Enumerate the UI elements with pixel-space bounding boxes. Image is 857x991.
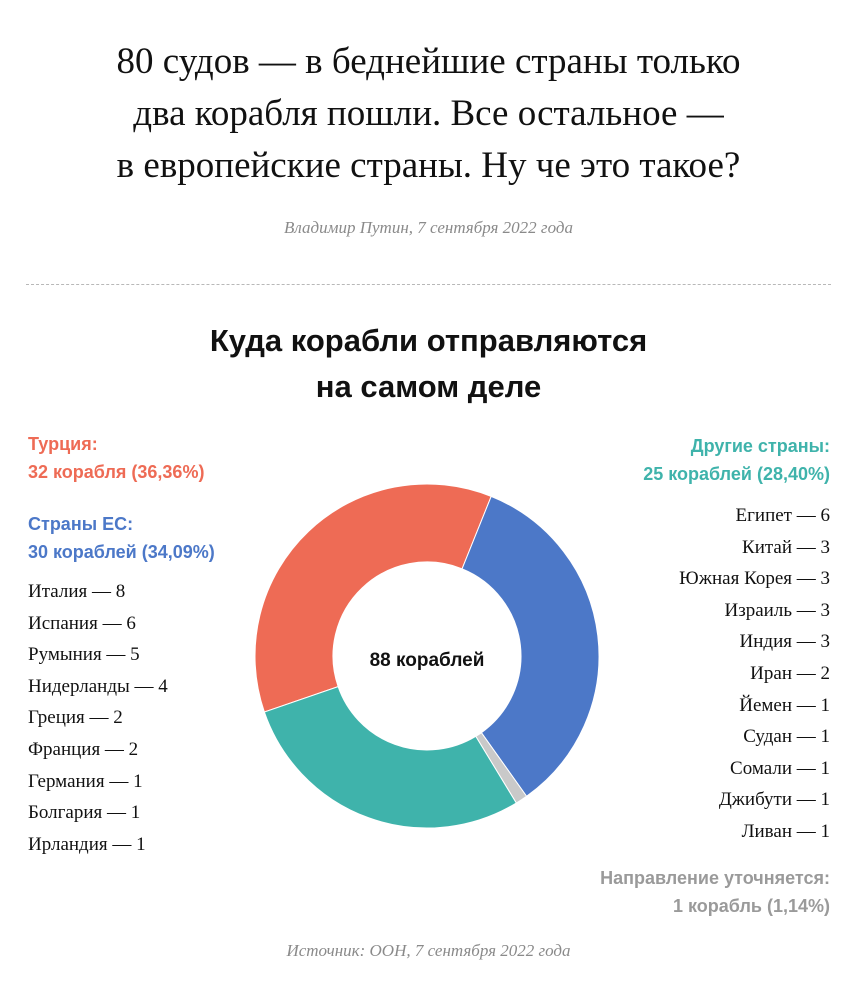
donut-slice-eu xyxy=(461,495,600,797)
other-label: Другие страны: 25 кораблей (28,40%) xyxy=(643,432,830,488)
other-name: Другие страны: xyxy=(690,436,830,456)
country-item: Джибути — 1 xyxy=(718,789,830,811)
donut-slices xyxy=(254,483,600,829)
eu-country-list: Италия — 8 Испания — 6 Румыния — 5 Нидерлан… xyxy=(28,576,168,860)
country-item: Сомали — 1 xyxy=(730,757,830,779)
country-item: Ливан — 1 xyxy=(741,820,830,842)
unknown-name: Направление уточняется: xyxy=(600,868,830,888)
source: Источник: ООН, 7 сентября 2022 года xyxy=(286,941,571,960)
unknown-label: Направление уточняется: 1 корабль (1,14%… xyxy=(600,864,830,920)
quote-line: 80 судов — в беднейшие страны только xyxy=(116,41,741,82)
unknown-count: 1 корабль (1,14%) xyxy=(673,896,830,916)
eu-name: Страны ЕС: xyxy=(28,514,134,534)
other-count: 25 кораблей (28,40%) xyxy=(643,464,830,484)
country-item: Ирландия — 1 xyxy=(28,833,146,855)
donut-center-label: 88 кораблей xyxy=(370,650,485,671)
chart-title-line: Куда корабли отправляются xyxy=(209,323,648,358)
country-item: Йемен — 1 xyxy=(739,694,830,716)
country-item: Китай — 3 xyxy=(742,536,830,558)
quote: 80 судов — в беднейшие страны только два… xyxy=(0,36,857,192)
turkey-count: 32 корабля (36,36%) xyxy=(28,462,205,482)
eu-label: Страны ЕС: 30 кораблей (34,09%) xyxy=(28,510,215,566)
turkey-label: Турция: 32 корабля (36,36%) xyxy=(28,430,204,486)
country-item: Франция — 2 xyxy=(28,738,139,760)
country-item: Италия — 8 xyxy=(28,581,126,602)
other-country-list: Египет — 6 Китай — 3 Южная Корея — 3 Израил… xyxy=(679,500,830,848)
eu-count: 30 кораблей (34,09%) xyxy=(28,542,215,562)
divider xyxy=(26,284,831,285)
country-item: Египет — 6 xyxy=(735,505,830,526)
chart-title: Куда корабли отправляются на самом деле xyxy=(0,318,857,410)
chart-title-line: на самом деле xyxy=(315,369,542,404)
donut-slice-turkey xyxy=(254,483,492,713)
country-item: Болгария — 1 xyxy=(28,802,141,824)
turkey-name: Турция: xyxy=(28,434,98,454)
country-item: Судан — 1 xyxy=(743,726,830,748)
quote-line: в европейские страны. Ну че это такое? xyxy=(116,145,741,186)
country-item: Индия — 3 xyxy=(739,631,830,653)
country-item: Испания — 6 xyxy=(28,612,136,634)
quote-line: два корабля пошли. Все остальное — xyxy=(133,93,724,134)
country-item: Румыния — 5 xyxy=(28,644,140,666)
country-item: Южная Корея — 3 xyxy=(679,568,830,590)
country-item: Иран — 2 xyxy=(750,662,830,684)
country-item: Греция — 2 xyxy=(28,707,123,729)
country-item: Израиль — 3 xyxy=(724,599,830,621)
donut-slice-other xyxy=(263,685,517,829)
country-item: Германия — 1 xyxy=(28,770,143,792)
country-item: Нидерланды — 4 xyxy=(28,675,168,697)
quote-attribution: Владимир Путин, 7 сентября 2022 года xyxy=(284,218,573,237)
